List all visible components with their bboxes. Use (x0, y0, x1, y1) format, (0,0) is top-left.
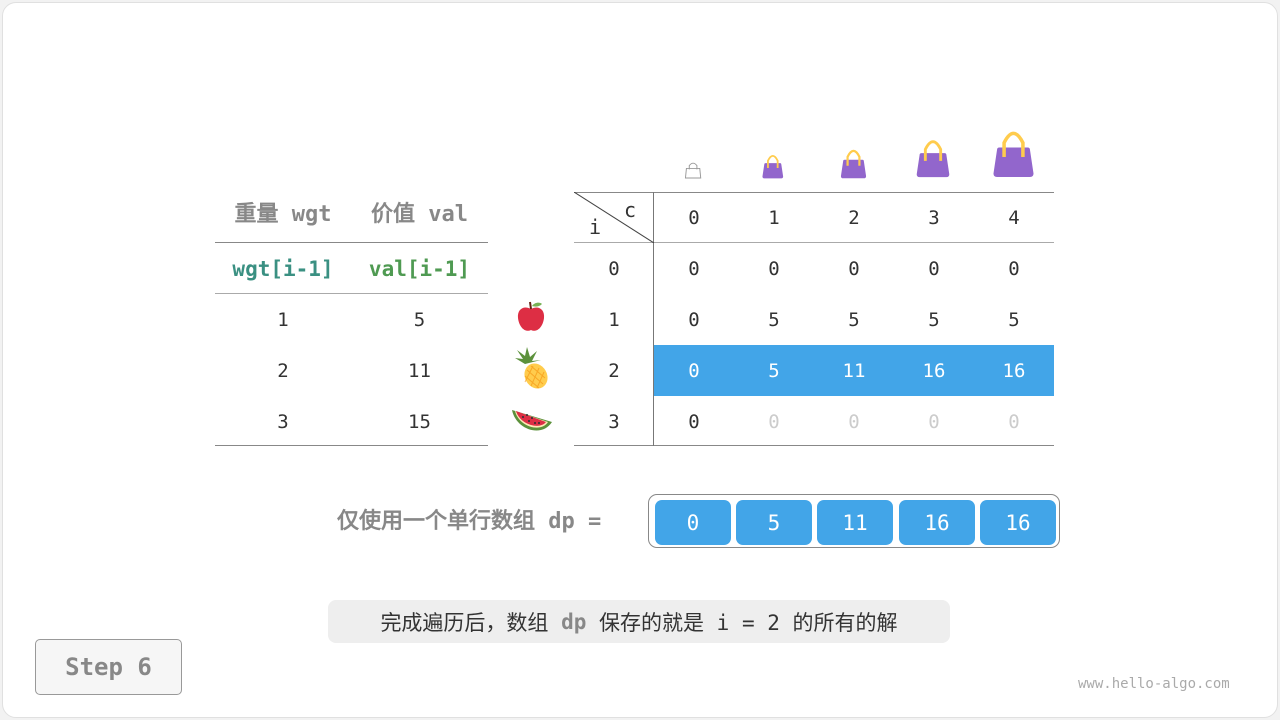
corner-col-label: c (624, 198, 637, 222)
dp-cell: 0 (848, 410, 860, 433)
row-header: 2 (608, 359, 620, 382)
divider (574, 192, 1054, 193)
dp-cell: 0 (768, 257, 780, 280)
weight-cell: 3 (277, 410, 289, 433)
bag-icon (840, 149, 866, 178)
col-header: 4 (1008, 206, 1020, 229)
bag-icon (992, 131, 1034, 177)
dp-cell: 0 (688, 308, 700, 331)
subheader-wgt: wgt[i-1] (232, 256, 334, 281)
pineapple-icon (515, 347, 548, 389)
dp-array-cell: 5 (736, 500, 812, 545)
dp-cell: 16 (1002, 359, 1026, 382)
value-cell: 5 (413, 308, 426, 331)
dp-cell: 0 (928, 410, 940, 433)
corner-row-label: i (589, 215, 602, 239)
corner-diagonal (574, 192, 654, 243)
caption: 完成遍历后，数组 dp 保存的就是 i = 2 的所有的解 (328, 600, 950, 643)
divider (215, 293, 488, 294)
divider (653, 192, 654, 446)
row-header: 3 (608, 410, 620, 433)
dp-array-label: 仅使用一个单行数组 dp = (337, 509, 602, 534)
dp-array-cell: 16 (980, 500, 1056, 545)
dp-cell: 16 (922, 359, 946, 382)
divider (215, 445, 488, 446)
row-header: 1 (608, 308, 620, 331)
header-value: 价值 val (371, 202, 468, 227)
divider (215, 242, 488, 243)
caption-text: 保存的就是 i = 2 的所有的解 (586, 610, 898, 635)
col-header: 0 (688, 206, 700, 229)
dp-cell: 0 (768, 410, 780, 433)
dp-cell: 5 (768, 308, 780, 331)
value-cell: 15 (408, 410, 431, 433)
watermark: www.hello-algo.com (1078, 676, 1230, 692)
row-header: 0 (608, 257, 620, 280)
subheader-val: val[i-1] (368, 256, 471, 281)
weight-cell: 2 (277, 359, 289, 382)
dp-cell: 11 (842, 359, 866, 382)
step-button[interactable]: Step 6 (35, 639, 182, 695)
weight-cell: 1 (277, 308, 289, 331)
col-header: 1 (768, 206, 780, 229)
dp-array-cell: 16 (899, 500, 975, 545)
divider (574, 242, 1054, 243)
dp-cell: 0 (848, 257, 860, 280)
dp-cell: 0 (928, 257, 940, 280)
dp-cell: 5 (928, 308, 940, 331)
value-cell: 11 (408, 359, 431, 382)
caption-text: 完成遍历后，数组 (380, 610, 562, 635)
dp-cell: 0 (1008, 410, 1020, 433)
header-weight: 重量 wgt (234, 202, 332, 227)
bag-icon (762, 154, 784, 179)
col-header: 2 (848, 206, 860, 229)
apple-icon (517, 301, 545, 331)
col-header: 3 (928, 206, 940, 229)
dp-cell: 0 (688, 359, 700, 382)
watermelon-icon (512, 410, 552, 431)
empty-bag-icon (684, 162, 702, 179)
dp-array-cell: 0 (655, 500, 731, 545)
dp-array-cell: 11 (817, 500, 893, 545)
dp-cell: 5 (848, 308, 860, 331)
dp-cell: 5 (768, 359, 780, 382)
highlight-row (654, 345, 1054, 396)
caption-code: dp (561, 609, 587, 634)
bag-icon (916, 140, 950, 178)
dp-cell: 5 (1008, 308, 1020, 331)
divider (574, 445, 1054, 446)
dp-cell: 0 (688, 410, 700, 433)
dp-array (648, 494, 1060, 548)
dp-cell: 0 (688, 257, 700, 280)
dp-cell: 0 (1008, 257, 1020, 280)
